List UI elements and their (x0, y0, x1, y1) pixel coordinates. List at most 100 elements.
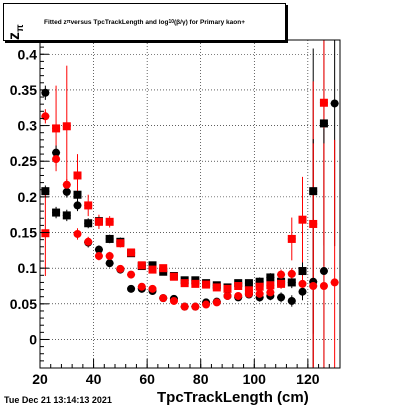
data-point-square (266, 281, 275, 290)
data-point-circle (287, 269, 296, 278)
data-point-square (202, 280, 211, 289)
data-point-circle (255, 289, 264, 298)
y-tick-label: 0.35 (10, 82, 37, 98)
data-point-square (41, 187, 50, 196)
data-point-circle (127, 284, 136, 293)
data-point-square (137, 261, 146, 270)
x-axis-label: TpcTrackLength (cm) (157, 389, 309, 406)
data-point-square (105, 217, 114, 226)
data-point-square (148, 265, 157, 274)
data-point-circle (212, 298, 221, 307)
data-point-square (212, 283, 221, 292)
data-point-circle (319, 267, 328, 276)
data-point-square (180, 279, 189, 288)
data-point-circle (234, 291, 243, 300)
data-point-circle (73, 229, 82, 238)
data-point-square (116, 239, 125, 248)
data-point-circle (244, 289, 253, 298)
data-point-circle (330, 99, 339, 108)
data-point-circle (309, 282, 318, 290)
data-point-circle (159, 294, 168, 303)
y-tick-label: 0.4 (18, 46, 38, 62)
data-point-circle (116, 264, 125, 273)
data-point-square (62, 211, 71, 220)
data-point-circle (180, 302, 189, 311)
title-lead: Fitted z (43, 18, 67, 26)
data-point-circle (94, 245, 103, 254)
y-tick-label: 0.2 (18, 189, 38, 205)
y-tick-label: 0 (29, 331, 37, 347)
data-point-square (309, 187, 318, 196)
title-sub-10: 10 (168, 19, 175, 25)
data-point-circle (298, 279, 307, 288)
data-point-square (148, 261, 157, 270)
data-point-square (287, 278, 296, 287)
y-tick-label: 0.15 (10, 225, 37, 241)
data-point-square (223, 284, 232, 293)
x-tick-label: 40 (86, 371, 102, 387)
data-point-square (41, 229, 50, 238)
markers (41, 88, 339, 311)
data-point-square (159, 264, 168, 273)
data-point-circle (287, 296, 296, 305)
data-point-circle (266, 288, 275, 297)
data-point-square (127, 248, 136, 257)
title-tail: (β/γ) for Primary kaon+ (174, 18, 245, 26)
axis-ticks (39, 39, 341, 369)
data-point-circle (127, 270, 136, 279)
data-point-square (52, 208, 61, 217)
data-point-circle (105, 252, 114, 261)
data-point-circle (52, 148, 61, 157)
data-point-square (277, 279, 286, 288)
data-point-square (255, 282, 264, 291)
data-point-square (319, 98, 328, 107)
data-point-square (287, 234, 296, 243)
data-point-circle (277, 293, 286, 302)
data-point-square (234, 282, 243, 290)
data-point-square (73, 190, 82, 199)
data-point-circle (319, 282, 328, 290)
data-point-circle (105, 259, 114, 268)
y-tick-label: 0.25 (10, 153, 37, 169)
data-point-circle (191, 302, 200, 311)
y-tick-label: 0.1 (18, 260, 38, 276)
x-tick-label: 20 (32, 371, 48, 387)
data-point-circle (148, 284, 157, 293)
data-point-circle (62, 180, 71, 189)
data-point-square (298, 215, 307, 224)
data-point-circle (73, 201, 82, 210)
data-point-square (191, 279, 200, 288)
x-tick-label: 100 (243, 371, 267, 387)
data-point-square (169, 272, 178, 281)
data-point-circle (277, 270, 286, 279)
y-axis-label: zπ (6, 24, 27, 40)
data-point-circle (330, 278, 339, 287)
data-point-square (298, 267, 307, 276)
title-sub-pi: π (66, 19, 71, 25)
x-tick-label: 80 (193, 371, 209, 387)
data-point-square (62, 122, 71, 131)
tick-labels: 20 40 60 80 100 120 0 0.05 0.1 0.15 0.2 0.25 0.3 0.35… (10, 46, 320, 387)
title-mid: versus TpcTrackLength and log (70, 18, 169, 26)
data-point-square (105, 234, 114, 243)
data-point-square (244, 279, 253, 288)
data-point-circle (41, 112, 50, 121)
y-tick-label: 0.3 (18, 118, 38, 134)
data-point-circle (202, 300, 211, 309)
data-point-circle (94, 252, 103, 261)
data-point-square (309, 219, 318, 228)
data-point-circle (62, 187, 71, 196)
data-point-circle (137, 282, 146, 291)
data-point-square (73, 171, 82, 180)
data-point-circle (169, 296, 178, 305)
data-point-square (94, 217, 103, 226)
data-point-square (84, 201, 93, 210)
data-point-circle (52, 155, 61, 164)
x-tick-label: 120 (296, 371, 320, 387)
data-point-square (266, 273, 275, 282)
data-point-circle (84, 237, 93, 246)
timestamp: Tue Dec 21 13:14:13 2021 (4, 395, 112, 405)
data-point-square (319, 119, 328, 128)
